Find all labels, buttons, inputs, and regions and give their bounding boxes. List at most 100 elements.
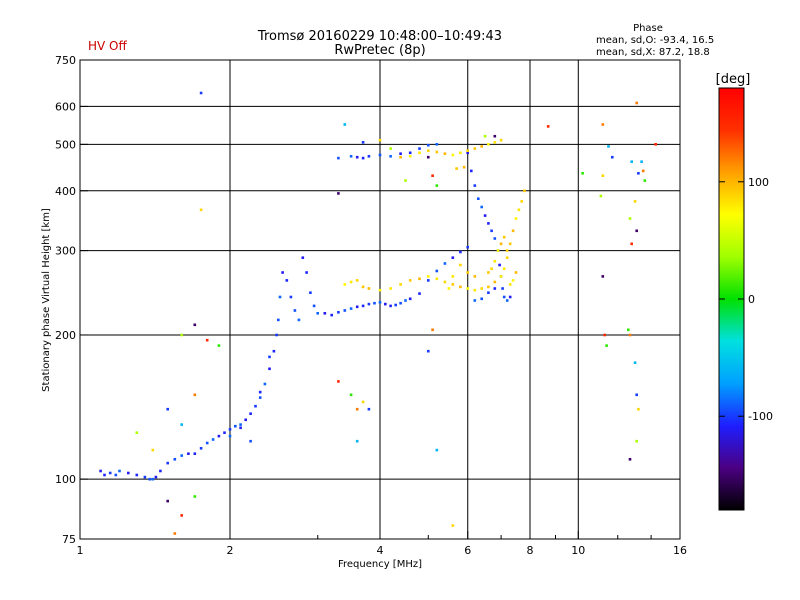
data-point <box>166 499 169 503</box>
phase-stats-title: Phase <box>633 23 663 34</box>
data-point <box>127 471 130 475</box>
data-point <box>431 174 434 177</box>
data-point <box>473 288 477 292</box>
data-point <box>258 396 262 399</box>
data-point <box>633 361 637 364</box>
data-point <box>148 477 151 481</box>
data-point <box>361 304 365 308</box>
data-point <box>435 184 439 187</box>
data-point <box>493 141 497 144</box>
data-point <box>228 434 232 438</box>
data-point <box>508 295 512 299</box>
data-point <box>378 301 382 304</box>
data-point <box>135 431 139 434</box>
data-point <box>493 260 497 263</box>
data-point <box>217 344 221 347</box>
data-point <box>349 155 353 158</box>
data-point <box>399 155 402 159</box>
data-point <box>199 447 203 450</box>
data-point <box>511 279 515 282</box>
data-point <box>435 448 439 452</box>
data-point <box>480 287 483 290</box>
data-point <box>180 423 183 426</box>
x-tick-label: 8 <box>527 544 534 557</box>
data-points <box>99 91 657 535</box>
data-point <box>435 277 439 281</box>
data-point <box>477 197 480 200</box>
data-point <box>466 245 469 249</box>
data-point <box>361 285 365 289</box>
data-point <box>281 271 284 274</box>
data-point <box>427 143 430 147</box>
data-point <box>502 235 506 239</box>
data-point <box>367 155 371 158</box>
data-point <box>490 267 493 270</box>
data-point <box>473 184 477 187</box>
data-point <box>427 279 430 282</box>
data-point <box>173 532 177 535</box>
data-point <box>459 263 462 267</box>
data-point <box>297 318 301 322</box>
data-point <box>228 428 232 431</box>
data-point <box>389 304 392 308</box>
x-tick-label: 2 <box>227 544 234 557</box>
data-point <box>581 172 584 175</box>
data-point <box>451 524 455 527</box>
chart-subtitle: RwPretec (8p) <box>334 43 425 58</box>
data-point <box>443 152 447 155</box>
y-tick-label: 400 <box>55 185 76 198</box>
data-point <box>408 155 412 158</box>
data-point <box>514 217 518 220</box>
data-point <box>637 172 640 175</box>
data-point <box>466 271 469 274</box>
data-point <box>349 393 353 397</box>
data-point <box>641 169 645 173</box>
data-point <box>193 393 197 397</box>
data-point <box>394 303 397 307</box>
phase-stats-o: mean, sd,O: -93.4, 16.5 <box>596 35 714 46</box>
data-point <box>635 439 638 443</box>
data-point <box>399 283 402 286</box>
data-point <box>493 280 497 284</box>
data-point <box>473 147 477 150</box>
data-point <box>418 147 421 150</box>
hv-status-label: HV Off <box>88 39 127 53</box>
data-point <box>514 271 518 274</box>
data-point <box>505 256 509 259</box>
data-point <box>355 155 359 159</box>
data-point <box>635 101 638 105</box>
data-point <box>605 344 608 347</box>
data-point <box>135 473 139 477</box>
data-point <box>435 150 439 154</box>
data-point <box>427 349 430 353</box>
data-point <box>487 271 490 274</box>
data-point <box>305 271 308 274</box>
data-point <box>431 328 434 332</box>
data-point <box>173 458 177 461</box>
y-tick-label: 750 <box>55 54 76 67</box>
data-point <box>466 287 469 290</box>
data-point <box>373 301 376 305</box>
data-point <box>268 367 271 371</box>
grid-lines <box>80 60 680 539</box>
data-point <box>272 349 276 353</box>
data-point <box>493 134 497 138</box>
x-tick-label: 16 <box>673 544 687 557</box>
data-point <box>187 452 190 455</box>
data-point <box>607 145 610 148</box>
data-point <box>244 418 247 422</box>
data-point <box>367 407 371 411</box>
data-point <box>628 217 632 220</box>
data-point <box>361 141 365 144</box>
data-point <box>337 380 340 383</box>
data-point <box>114 473 118 477</box>
data-point <box>211 438 215 441</box>
data-point <box>275 333 278 337</box>
data-point <box>408 297 412 301</box>
x-axis-label: Frequency [MHz] <box>338 559 422 570</box>
data-point <box>633 200 637 203</box>
data-point <box>628 458 632 461</box>
data-point <box>630 160 633 163</box>
data-point <box>378 138 382 142</box>
data-point <box>293 309 297 312</box>
